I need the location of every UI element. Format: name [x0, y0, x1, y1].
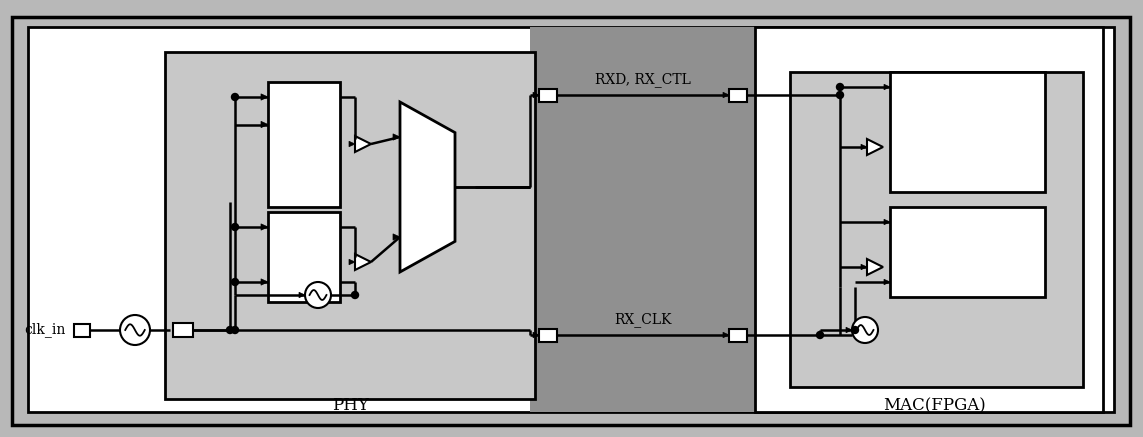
Bar — [173, 323, 193, 337]
Polygon shape — [349, 141, 355, 147]
Polygon shape — [861, 264, 868, 270]
Bar — [729, 329, 748, 341]
Text: clk_in: clk_in — [25, 323, 66, 337]
Polygon shape — [861, 144, 868, 150]
Circle shape — [305, 282, 331, 308]
Polygon shape — [846, 327, 852, 333]
Polygon shape — [261, 279, 267, 285]
Circle shape — [852, 317, 878, 343]
Polygon shape — [400, 102, 455, 272]
Text: MAC(FPGA): MAC(FPGA) — [884, 397, 986, 414]
Polygon shape — [393, 134, 400, 140]
Polygon shape — [884, 279, 890, 284]
Polygon shape — [355, 136, 371, 152]
Polygon shape — [884, 84, 890, 90]
Bar — [890, 207, 1045, 297]
Text: RX_CLK: RX_CLK — [614, 312, 672, 327]
Text: RXD, RX_CTL: RXD, RX_CTL — [596, 72, 690, 87]
Bar — [729, 89, 748, 101]
Circle shape — [852, 326, 858, 333]
Circle shape — [837, 83, 844, 90]
Polygon shape — [533, 92, 539, 98]
Bar — [790, 72, 1084, 387]
Polygon shape — [299, 292, 305, 298]
Bar — [267, 212, 339, 302]
Circle shape — [232, 326, 239, 333]
Circle shape — [226, 326, 233, 333]
Polygon shape — [884, 219, 890, 225]
Bar — [539, 89, 557, 101]
Polygon shape — [724, 332, 729, 338]
Circle shape — [232, 278, 239, 285]
Polygon shape — [868, 259, 884, 275]
Bar — [530, 27, 758, 412]
Circle shape — [837, 91, 844, 98]
Bar — [74, 323, 90, 336]
Polygon shape — [349, 259, 355, 265]
Circle shape — [232, 94, 239, 101]
Polygon shape — [261, 94, 267, 100]
Text: PHY: PHY — [331, 397, 368, 414]
Polygon shape — [724, 92, 729, 98]
Polygon shape — [261, 121, 267, 128]
Circle shape — [120, 315, 150, 345]
Polygon shape — [533, 332, 539, 338]
Circle shape — [816, 332, 823, 339]
Polygon shape — [261, 224, 267, 230]
Bar — [890, 72, 1045, 192]
Bar — [27, 27, 1114, 412]
Bar — [165, 52, 535, 399]
Bar — [267, 82, 339, 207]
Polygon shape — [868, 139, 884, 155]
Polygon shape — [393, 234, 400, 240]
Bar — [756, 27, 1103, 412]
Polygon shape — [355, 254, 371, 270]
Circle shape — [352, 291, 359, 298]
Bar — [539, 329, 557, 341]
Circle shape — [232, 223, 239, 230]
